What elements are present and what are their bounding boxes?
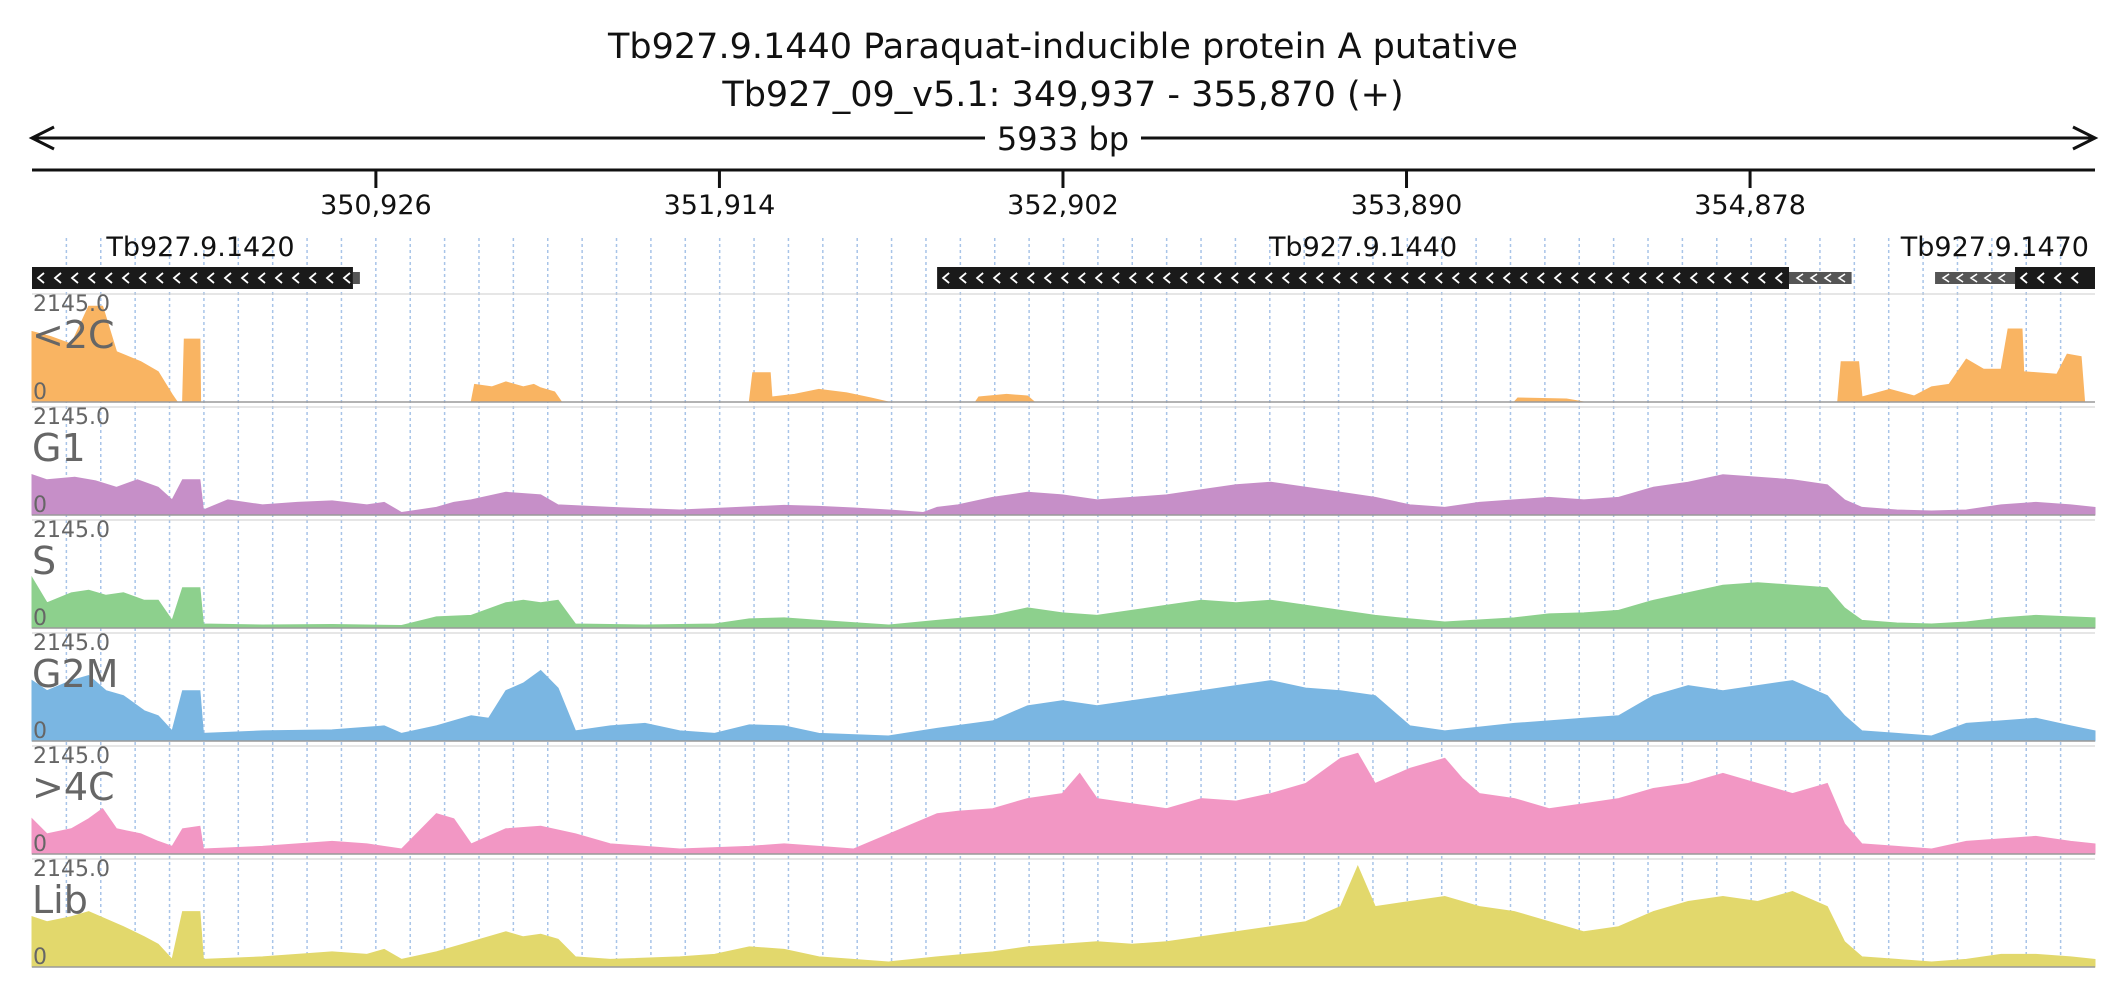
coverage-track: 2145.0 0 <2C [31,292,2095,405]
axis-tick-label: 354,878 [1694,190,1806,221]
coverage-area [31,474,2096,516]
gene-label: Tb927.9.1470 [1900,232,2089,263]
gene-body [937,267,1790,289]
coverage-area [31,865,2096,968]
track-ymin-label: 0 [33,832,47,857]
position-axis: 350,926 351,914 352,902 353,890 354,878 [32,168,2095,221]
track-ymax-label: 2145.0 [33,405,110,430]
chart-title: Tb927.9.1440 Paraquat-inducible protein … [607,27,1518,67]
coverage-tracks: 2145.00<2C2145.00G12145.00S2145.00G2M214… [31,292,2096,970]
track-ymax-label: 2145.0 [33,518,110,543]
coverage-track: 2145.0 0 G1 [31,405,2096,518]
gene-utr [1935,272,2016,284]
track-ymax-label: 2145.0 [33,631,110,656]
axis-tick-label: 351,914 [664,190,776,221]
gene-label: Tb927.9.1440 [1268,232,1457,263]
span-indicator: 5933 bp [28,120,2099,158]
track-ymax-label: 2145.0 [33,292,110,317]
span-length-label: 5933 bp [997,120,1129,158]
chart-subtitle: Tb927_09_v5.1: 349,937 - 355,870 (+) [721,75,1403,115]
coverage-track: 2145.0 0 S [31,518,2096,631]
coverage-track: 2145.0 0 G2M [31,631,2096,744]
axis-tick-label: 353,890 [1351,190,1463,221]
span-arrow-right [2072,125,2099,151]
gene-body [32,267,353,289]
track-name: G2M [32,652,118,696]
gene-strand-arrows [1795,273,1846,283]
axis-tick-label: 350,926 [320,190,432,221]
coverage-area [31,752,2096,855]
coverage-area [31,575,2096,629]
axis-tick-label: 352,902 [1007,190,1119,221]
track-ymax-label: 2145.0 [33,744,110,769]
track-ymin-label: 0 [33,945,47,970]
track-ymax-label: 2145.0 [33,857,110,882]
track-name: <2C [32,313,115,357]
track-name: S [32,539,56,583]
track-ymin-label: 0 [33,493,47,518]
span-arrow-left [28,125,55,151]
gene-strand-arrows [2019,272,2079,284]
track-name: G1 [32,426,86,470]
gene-utr [352,272,360,284]
coverage-track: 2145.0 0 >4C [31,744,2096,857]
gene-track: Tb927.9.1420 Tb927.9.1440 Tb927.9.1470 [32,232,2095,289]
gene-strand-arrows [941,272,1783,284]
track-ymin-label: 0 [33,606,47,631]
gene-label: Tb927.9.1420 [105,232,294,263]
track-ymin-label: 0 [33,719,47,744]
gene-strand-arrows [1941,273,2006,283]
track-ymin-label: 0 [33,380,47,405]
gene-strand-arrows [36,272,351,284]
coverage-area [31,669,2096,742]
gene-utr [1789,272,1852,284]
track-name: Lib [32,878,88,922]
track-name: >4C [32,765,115,809]
coverage-track: 2145.0 0 Lib [31,857,2096,970]
